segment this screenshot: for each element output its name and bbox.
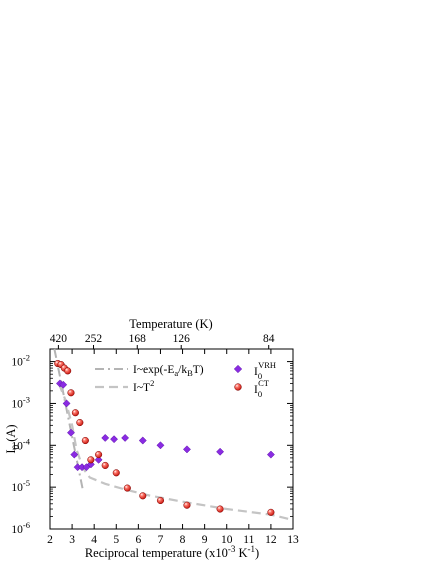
- vrh-point: [67, 428, 75, 437]
- vrh-point: [138, 436, 147, 445]
- vrh-point: [59, 380, 68, 389]
- top-tick-label: 84: [263, 333, 275, 345]
- legend-vrh-label: I0VRH: [254, 360, 276, 381]
- x-tick-label: 11: [243, 534, 254, 546]
- x-tick-label: 10: [221, 534, 233, 546]
- top-tick-label: 168: [129, 333, 147, 345]
- vrh-point: [183, 445, 191, 454]
- ct-point: [87, 456, 95, 464]
- ct-point: [71, 409, 79, 417]
- top-tick-label: 126: [173, 333, 191, 345]
- legend-ct-marker: [234, 383, 242, 391]
- ct-point: [101, 461, 109, 469]
- vrh-point: [216, 447, 225, 456]
- top-tick-label: 420: [50, 333, 68, 345]
- y-tick-label: 10-3: [11, 394, 30, 410]
- legend-vrh-marker: [233, 364, 243, 374]
- ct-point: [139, 492, 147, 500]
- x-tick-label: 5: [113, 534, 119, 546]
- legend-ct-label: I0CT: [254, 378, 270, 399]
- ct-point: [156, 496, 165, 505]
- x-tick-label: 7: [158, 534, 164, 546]
- y-tick-label: 10-5: [11, 478, 30, 494]
- vrh-point: [62, 399, 71, 408]
- vrh-point: [94, 455, 103, 464]
- x-tick-label: 12: [265, 534, 277, 546]
- ct-point: [216, 505, 224, 513]
- vrh-point: [101, 433, 110, 442]
- x-tick-label: 6: [135, 534, 141, 546]
- vrh-point: [110, 435, 119, 444]
- y-tick-label: 10-4: [11, 436, 30, 452]
- x-tick-label: 9: [202, 534, 208, 546]
- top-axis: 420 252 168 126 84: [50, 333, 275, 349]
- data-points: [54, 359, 275, 516]
- y-tick-label: 10-6: [11, 520, 30, 536]
- vrh-point: [266, 450, 275, 459]
- legend-fit2-label: I~T2: [133, 378, 154, 394]
- x-axis-title: Reciprocal temperature (x10-3 K-1): [85, 544, 259, 560]
- vrh-point: [156, 441, 165, 450]
- legend-fit1-label: I~exp(-Ea/kBT): [133, 364, 204, 378]
- top-tick-label: 252: [85, 333, 103, 345]
- vrh-point: [70, 450, 79, 459]
- x-tick-label: 4: [91, 534, 97, 546]
- ct-point: [267, 508, 275, 516]
- top-axis-title: Temperature (K): [129, 317, 212, 331]
- ct-point: [67, 389, 75, 397]
- ct-point: [76, 418, 84, 427]
- x-tick-label: 3: [69, 534, 75, 546]
- x-tick-label: 2: [47, 534, 53, 546]
- x-tick-label: 13: [287, 534, 299, 546]
- ct-point: [95, 451, 103, 459]
- x-axis: 2 3 4 5 6 7 8 9 10 11 12 13: [47, 349, 299, 546]
- plot-frame: [49, 348, 294, 530]
- x-tick-label: 8: [180, 534, 186, 546]
- vrh-point: [121, 433, 130, 442]
- ct-point: [123, 484, 131, 492]
- fit-line-2: [57, 383, 292, 521]
- y-axis: 10-6 10-5 10-4 10-3 10-2: [11, 348, 293, 536]
- y-axis-title: I0 (A): [4, 424, 21, 453]
- y-tick-label: 10-2: [11, 353, 30, 369]
- ct-point: [112, 469, 120, 477]
- ct-point: [81, 436, 89, 445]
- ct-point: [183, 501, 191, 509]
- ct-point: [64, 367, 72, 375]
